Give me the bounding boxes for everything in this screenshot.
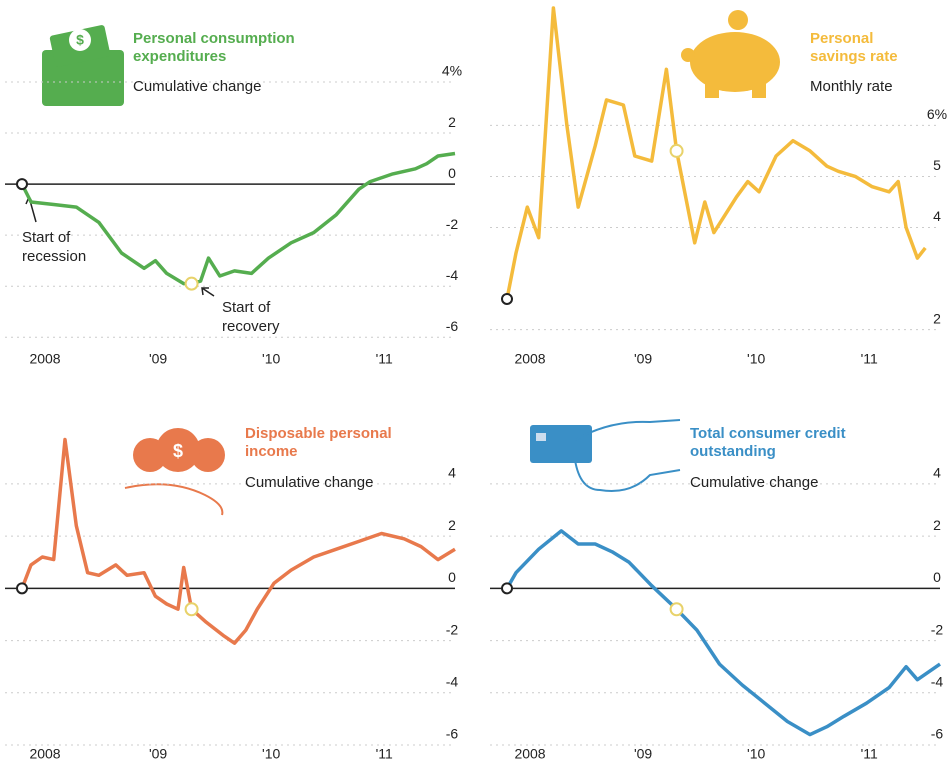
y-tick-label: 4	[448, 465, 456, 481]
recovery-marker	[669, 143, 684, 158]
data-line	[20, 437, 456, 645]
x-tick-label: '11	[376, 746, 393, 762]
y-tick-label: 6%	[927, 106, 947, 122]
svg-text:$: $	[76, 32, 84, 48]
y-tick-label: -2	[446, 621, 459, 637]
y-tick-label: -2	[446, 216, 459, 232]
x-tick-label: 2008	[29, 746, 60, 762]
arrow	[201, 287, 215, 297]
x-tick-label: '09	[149, 746, 167, 762]
chart-subtitle: Cumulative change	[133, 78, 262, 95]
y-tick-label: -4	[446, 673, 459, 689]
y-tick-label: 2	[448, 517, 456, 533]
chart-subtitle: Monthly rate	[810, 78, 893, 95]
piggy-icon	[681, 10, 780, 98]
chart-title: Personal savings rate	[810, 30, 898, 65]
y-tick-label: 0	[933, 569, 941, 585]
y-tick-label: 2	[448, 114, 456, 130]
y-tick-label: 0	[448, 165, 456, 181]
start-marker	[16, 582, 28, 595]
y-tick-label: -2	[931, 621, 944, 637]
x-tick-label: '10	[747, 351, 765, 367]
wallet-icon: $	[42, 25, 124, 106]
money-bags-icon: $	[124, 428, 225, 516]
x-tick-label: 2008	[29, 351, 60, 367]
y-tick-label: 5	[933, 157, 941, 173]
y-tick-label: -6	[446, 726, 459, 742]
chart-subtitle: Cumulative change	[690, 474, 819, 491]
start-marker	[501, 292, 513, 305]
y-tick-label: -6	[446, 318, 459, 334]
y-tick-label: -4	[931, 673, 944, 689]
data-line	[505, 529, 941, 737]
start-marker	[501, 582, 513, 595]
y-tick-label: 4	[933, 465, 941, 481]
x-tick-label: '11	[861, 746, 878, 762]
chart-title: Disposable personal income	[245, 425, 392, 460]
x-tick-label: 2008	[514, 746, 545, 762]
x-tick-label: '10	[262, 351, 280, 367]
svg-text:$: $	[173, 441, 183, 461]
recovery-marker	[184, 276, 199, 291]
card-icon	[530, 419, 681, 492]
x-tick-label: '10	[262, 746, 280, 762]
x-tick-label: '11	[861, 351, 878, 367]
x-tick-label: '10	[747, 746, 765, 762]
y-tick-label: 4	[933, 208, 941, 224]
start-marker	[16, 178, 28, 191]
x-tick-label: '11	[376, 351, 393, 367]
x-tick-label: 2008	[514, 351, 545, 367]
annotation: Start of recession	[22, 229, 87, 265]
data-line	[505, 6, 927, 300]
y-tick-label: 0	[448, 569, 456, 585]
chart-title: Total consumer credit outstanding	[690, 425, 846, 460]
x-tick-label: '09	[149, 351, 167, 367]
y-tick-label: -4	[446, 267, 459, 283]
x-tick-label: '09	[634, 746, 652, 762]
y-tick-label: 2	[933, 310, 941, 326]
y-tick-label: -6	[931, 726, 944, 742]
chart-subtitle: Cumulative change	[245, 474, 374, 491]
data-line	[20, 151, 456, 286]
annotation: Start of recovery	[222, 299, 280, 335]
y-tick-label: 4%	[442, 63, 462, 79]
chart-title: Personal consumption expenditures	[133, 30, 295, 65]
x-tick-label: '09	[634, 351, 652, 367]
recovery-marker	[184, 602, 199, 617]
recovery-marker	[669, 602, 684, 617]
y-tick-label: 2	[933, 517, 941, 533]
